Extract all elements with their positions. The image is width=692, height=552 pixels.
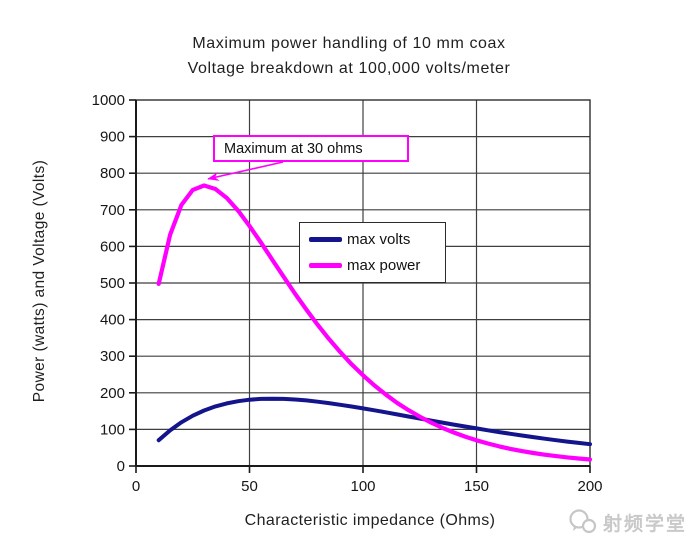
x-tick-label: 0 — [132, 478, 140, 495]
y-tick-label: 100 — [100, 421, 125, 438]
legend-swatch-max-volts — [309, 237, 342, 243]
y-tick-label: 400 — [100, 312, 125, 329]
y-tick-label: 200 — [100, 385, 125, 402]
y-axis-title: Power (watts) and Voltage (Volts) — [31, 159, 48, 403]
watermark-text: 射频学堂 — [602, 513, 687, 535]
series-line-max-volts — [156, 396, 592, 447]
legend-swatch-max-power — [309, 262, 342, 268]
series-line-max-power — [156, 183, 593, 462]
y-tick-label: 500 — [100, 275, 125, 292]
x-tick-label: 50 — [241, 478, 258, 495]
annotation-text: Maximum at 30 ohms — [224, 140, 363, 157]
x-axis-title: Characteristic impedance (Ohms) — [244, 512, 496, 529]
legend: max volts max power — [299, 222, 446, 283]
x-tick-label: 100 — [350, 478, 375, 495]
chart-title-line1: Maximum power handling of 10 mm coax — [192, 35, 506, 52]
legend-item-max-volts: max volts — [309, 231, 445, 248]
y-tick-label: 1000 — [92, 92, 125, 109]
legend-label-max-power: max power — [347, 256, 421, 274]
watermark: 射频学堂 — [567, 506, 687, 538]
y-tick-label: 700 — [100, 202, 125, 219]
x-tick-label: 200 — [577, 478, 602, 495]
y-tick-label: 600 — [100, 238, 125, 255]
legend-item-max-power: max power — [309, 257, 445, 274]
y-tick-label: 0 — [117, 458, 125, 475]
annotation-arrow — [207, 161, 284, 181]
y-tick-label: 300 — [100, 348, 125, 365]
x-tick-label: 150 — [464, 478, 489, 495]
chart-title-line2: Voltage breakdown at 100,000 volts/meter — [187, 60, 511, 77]
y-tick-label: 800 — [100, 165, 125, 182]
legend-label-max-volts: max volts — [347, 231, 411, 249]
y-tick-label: 900 — [100, 129, 125, 146]
watermark-logo — [569, 509, 597, 534]
chart-title: Maximum power handling of 10 mm coax Vol… — [29, 31, 669, 81]
annotation-box: Maximum at 30 ohms — [213, 135, 409, 162]
